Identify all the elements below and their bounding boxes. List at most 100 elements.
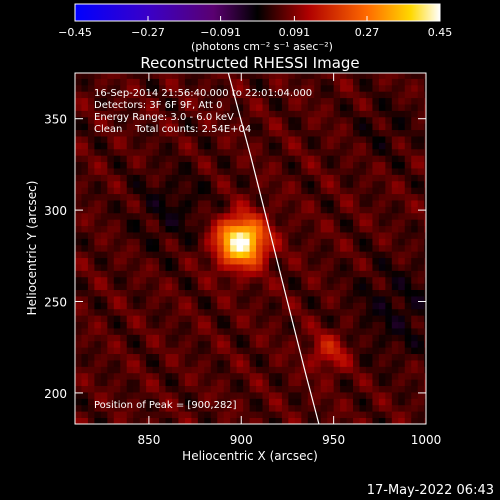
heatmap-cell <box>210 225 218 233</box>
heatmap-cell <box>294 238 302 246</box>
heatmap-cell <box>94 212 102 220</box>
heatmap-cell <box>424 334 426 342</box>
heatmap-cell <box>171 398 179 406</box>
heatmap-cell <box>307 225 315 233</box>
heatmap-cell <box>178 328 186 335</box>
heatmap-cell <box>327 219 335 227</box>
heatmap-cell <box>249 123 257 131</box>
heatmap-cell <box>146 161 153 169</box>
heatmap-cell <box>191 219 199 227</box>
heatmap-cell <box>126 84 134 92</box>
heatmap-cell <box>197 129 205 137</box>
heatmap-cell <box>100 411 108 418</box>
heatmap-cell <box>353 168 360 175</box>
heatmap-cell <box>159 84 166 92</box>
heatmap-cell <box>191 238 199 246</box>
heatmap-cell <box>217 212 225 220</box>
heatmap-cell <box>217 366 225 374</box>
heatmap-cell <box>107 219 115 227</box>
heatmap-cell <box>184 296 192 303</box>
heatmap-cell <box>411 161 419 169</box>
heatmap-cell <box>256 270 263 278</box>
heatmap-cell <box>81 187 89 195</box>
heatmap-cell <box>333 334 341 342</box>
heatmap-cell <box>365 321 373 329</box>
heatmap-cell <box>81 392 89 399</box>
heatmap-cell <box>327 308 335 316</box>
heatmap-cell <box>113 321 121 329</box>
heatmap-cell <box>417 193 425 201</box>
heatmap-cell <box>268 398 276 406</box>
heatmap-cell <box>171 104 179 111</box>
heatmap-cell <box>107 411 115 418</box>
heatmap-cell <box>81 244 89 252</box>
heatmap-cell <box>230 206 238 214</box>
heatmap-cell <box>204 328 212 335</box>
heatmap-cell <box>197 193 205 201</box>
heatmap-cell <box>314 302 322 310</box>
heatmap-cell <box>353 187 360 195</box>
heatmap-cell <box>378 97 386 105</box>
heatmap-cell <box>424 161 426 169</box>
heatmap-cell <box>281 104 289 111</box>
heatmap-cell <box>333 372 341 380</box>
heatmap-cell <box>107 372 115 380</box>
heatmap-cell <box>81 104 89 111</box>
heatmap-cell <box>204 129 212 137</box>
heatmap-cell <box>94 379 102 387</box>
heatmap-cell <box>230 161 238 169</box>
heatmap-cell <box>411 193 419 201</box>
heatmap-cell <box>171 385 179 393</box>
heatmap-cell <box>230 315 238 323</box>
heatmap-cell <box>346 308 354 316</box>
heatmap-cell <box>314 180 322 188</box>
heatmap-cell <box>275 206 283 214</box>
heatmap-cell <box>385 270 393 278</box>
heatmap-cell <box>210 270 218 278</box>
heatmap-cell <box>223 270 231 278</box>
heatmap-cell <box>417 353 425 361</box>
heatmap-cell <box>236 372 244 380</box>
heatmap-cell <box>424 97 426 105</box>
heatmap-cell <box>139 129 147 137</box>
heatmap-cell <box>139 110 147 118</box>
heatmap-cell <box>236 193 244 201</box>
heatmap-cell <box>340 276 347 284</box>
heatmap-cell <box>365 372 373 380</box>
heatmap-cell <box>275 353 283 361</box>
heatmap-cell <box>346 78 354 86</box>
heatmap-cell <box>243 392 250 399</box>
heatmap-cell <box>314 116 322 124</box>
heatmap-cell <box>294 411 302 418</box>
heatmap-cell <box>100 257 108 265</box>
heatmap-cell <box>243 385 250 393</box>
heatmap-cell <box>424 142 426 150</box>
heatmap-cell <box>327 91 335 99</box>
heatmap-cell <box>327 411 335 418</box>
heatmap-cell <box>340 238 347 246</box>
heatmap-cell <box>210 347 218 355</box>
heatmap-cell <box>404 315 412 323</box>
heatmap-cell <box>256 257 263 265</box>
heatmap-cell <box>256 91 263 99</box>
heatmap-cell <box>294 123 302 131</box>
heatmap-cell <box>359 244 367 252</box>
heatmap-cell <box>417 78 425 86</box>
heatmap-cell <box>191 168 199 175</box>
heatmap-cell <box>152 264 160 271</box>
heatmap-cell <box>210 417 218 424</box>
heatmap-cell <box>365 334 373 342</box>
heatmap-cell <box>288 411 296 418</box>
heatmap-cell <box>236 366 244 374</box>
heatmap-cell <box>320 161 328 169</box>
heatmap-cell <box>411 84 419 92</box>
heatmap-cell <box>307 148 315 156</box>
heatmap-cell <box>87 328 95 335</box>
heatmap-cell <box>178 302 186 310</box>
heatmap-cell <box>230 97 238 105</box>
heatmap-cell <box>378 187 386 195</box>
heatmap-cell <box>314 73 322 79</box>
heatmap-cell <box>210 78 218 86</box>
heatmap-cell <box>178 398 186 406</box>
heatmap-cell <box>159 264 166 271</box>
